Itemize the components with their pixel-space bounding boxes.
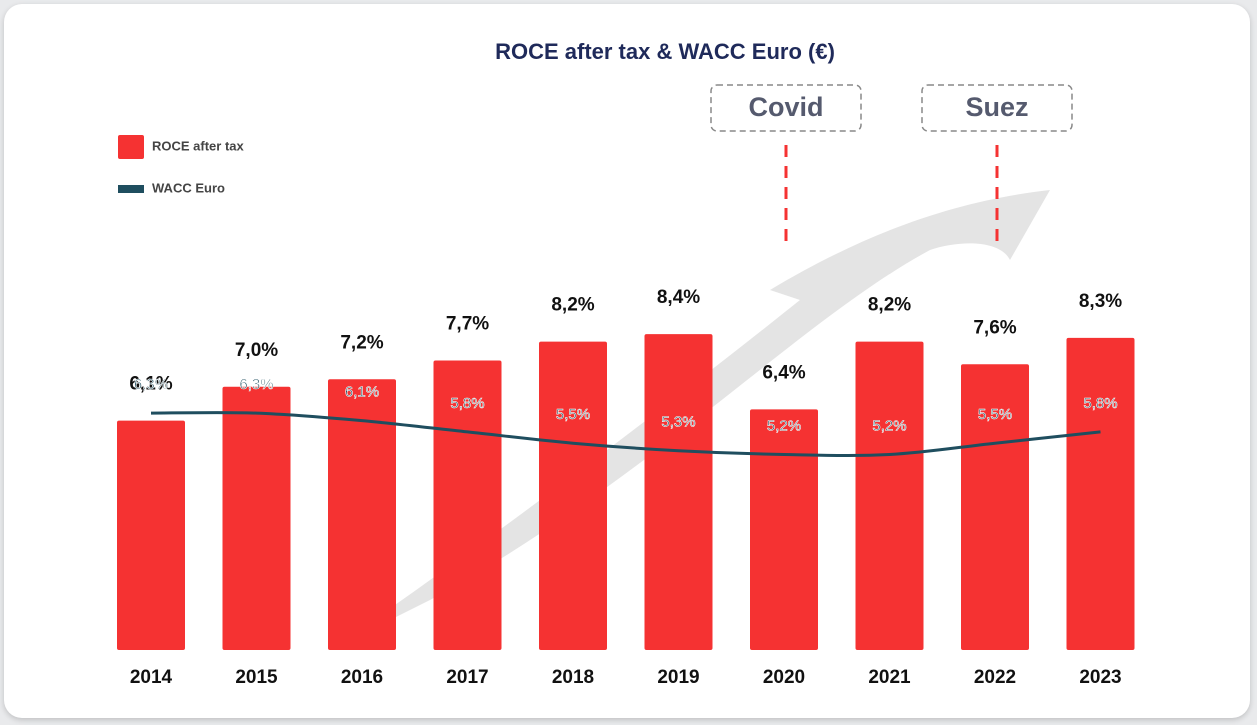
annotation-label: Covid (748, 92, 823, 122)
bar-value-label: 8,3% (1079, 291, 1122, 312)
bar-value-label: 8,2% (551, 295, 594, 316)
x-tick-label: 2019 (657, 667, 699, 688)
x-tick-label: 2022 (974, 667, 1016, 688)
bar (750, 409, 818, 650)
x-tick-label: 2017 (446, 667, 488, 688)
legend-swatch (118, 135, 144, 159)
x-tick-label: 2015 (235, 667, 278, 688)
bar-value-label: 7,2% (340, 332, 383, 353)
bar-value-label: 8,4% (657, 287, 700, 308)
x-tick-label: 2020 (763, 667, 805, 688)
line-value-label: 5,8% (1083, 395, 1117, 412)
bar (856, 342, 924, 650)
x-tick-label: 2021 (868, 667, 911, 688)
bar (645, 334, 713, 650)
bar-value-label: 7,6% (973, 317, 1016, 338)
bar (117, 421, 185, 650)
line-value-label: 6,3% (239, 376, 273, 393)
line-value-label: 5,5% (556, 406, 590, 423)
bar-value-label: 6,4% (762, 362, 805, 383)
bar (539, 342, 607, 650)
x-tick-label: 2018 (552, 667, 594, 688)
bar (1067, 338, 1135, 650)
legend-label: ROCE after tax (152, 138, 245, 153)
chart: ROCE after tax & WACC Euro (€) ROCE afte… (0, 0, 1257, 725)
page: {"chart_data": {"type": "bar", "title": … (0, 0, 1257, 725)
chart-title: ROCE after tax & WACC Euro (€) (495, 39, 835, 64)
line-value-label: 5,2% (872, 417, 906, 434)
line-value-label: 6,1% (345, 384, 379, 401)
x-tick-label: 2014 (130, 667, 173, 688)
bar-value-label: 7,0% (235, 340, 278, 361)
x-tick-label: 2023 (1079, 667, 1121, 688)
legend-swatch (118, 185, 144, 193)
line-value-label: 5,3% (661, 414, 695, 431)
line-value-label: 6,3% (134, 376, 168, 393)
bar (223, 387, 291, 650)
line-value-label: 5,5% (978, 406, 1012, 423)
x-tick-label: 2016 (341, 667, 383, 688)
line-value-label: 5,2% (767, 417, 801, 434)
bar-value-label: 8,2% (868, 295, 911, 316)
line-value-label: 5,8% (450, 395, 484, 412)
annotation-label: Suez (965, 92, 1028, 122)
bar-value-label: 7,7% (446, 313, 489, 334)
legend-label: WACC Euro (152, 180, 225, 195)
